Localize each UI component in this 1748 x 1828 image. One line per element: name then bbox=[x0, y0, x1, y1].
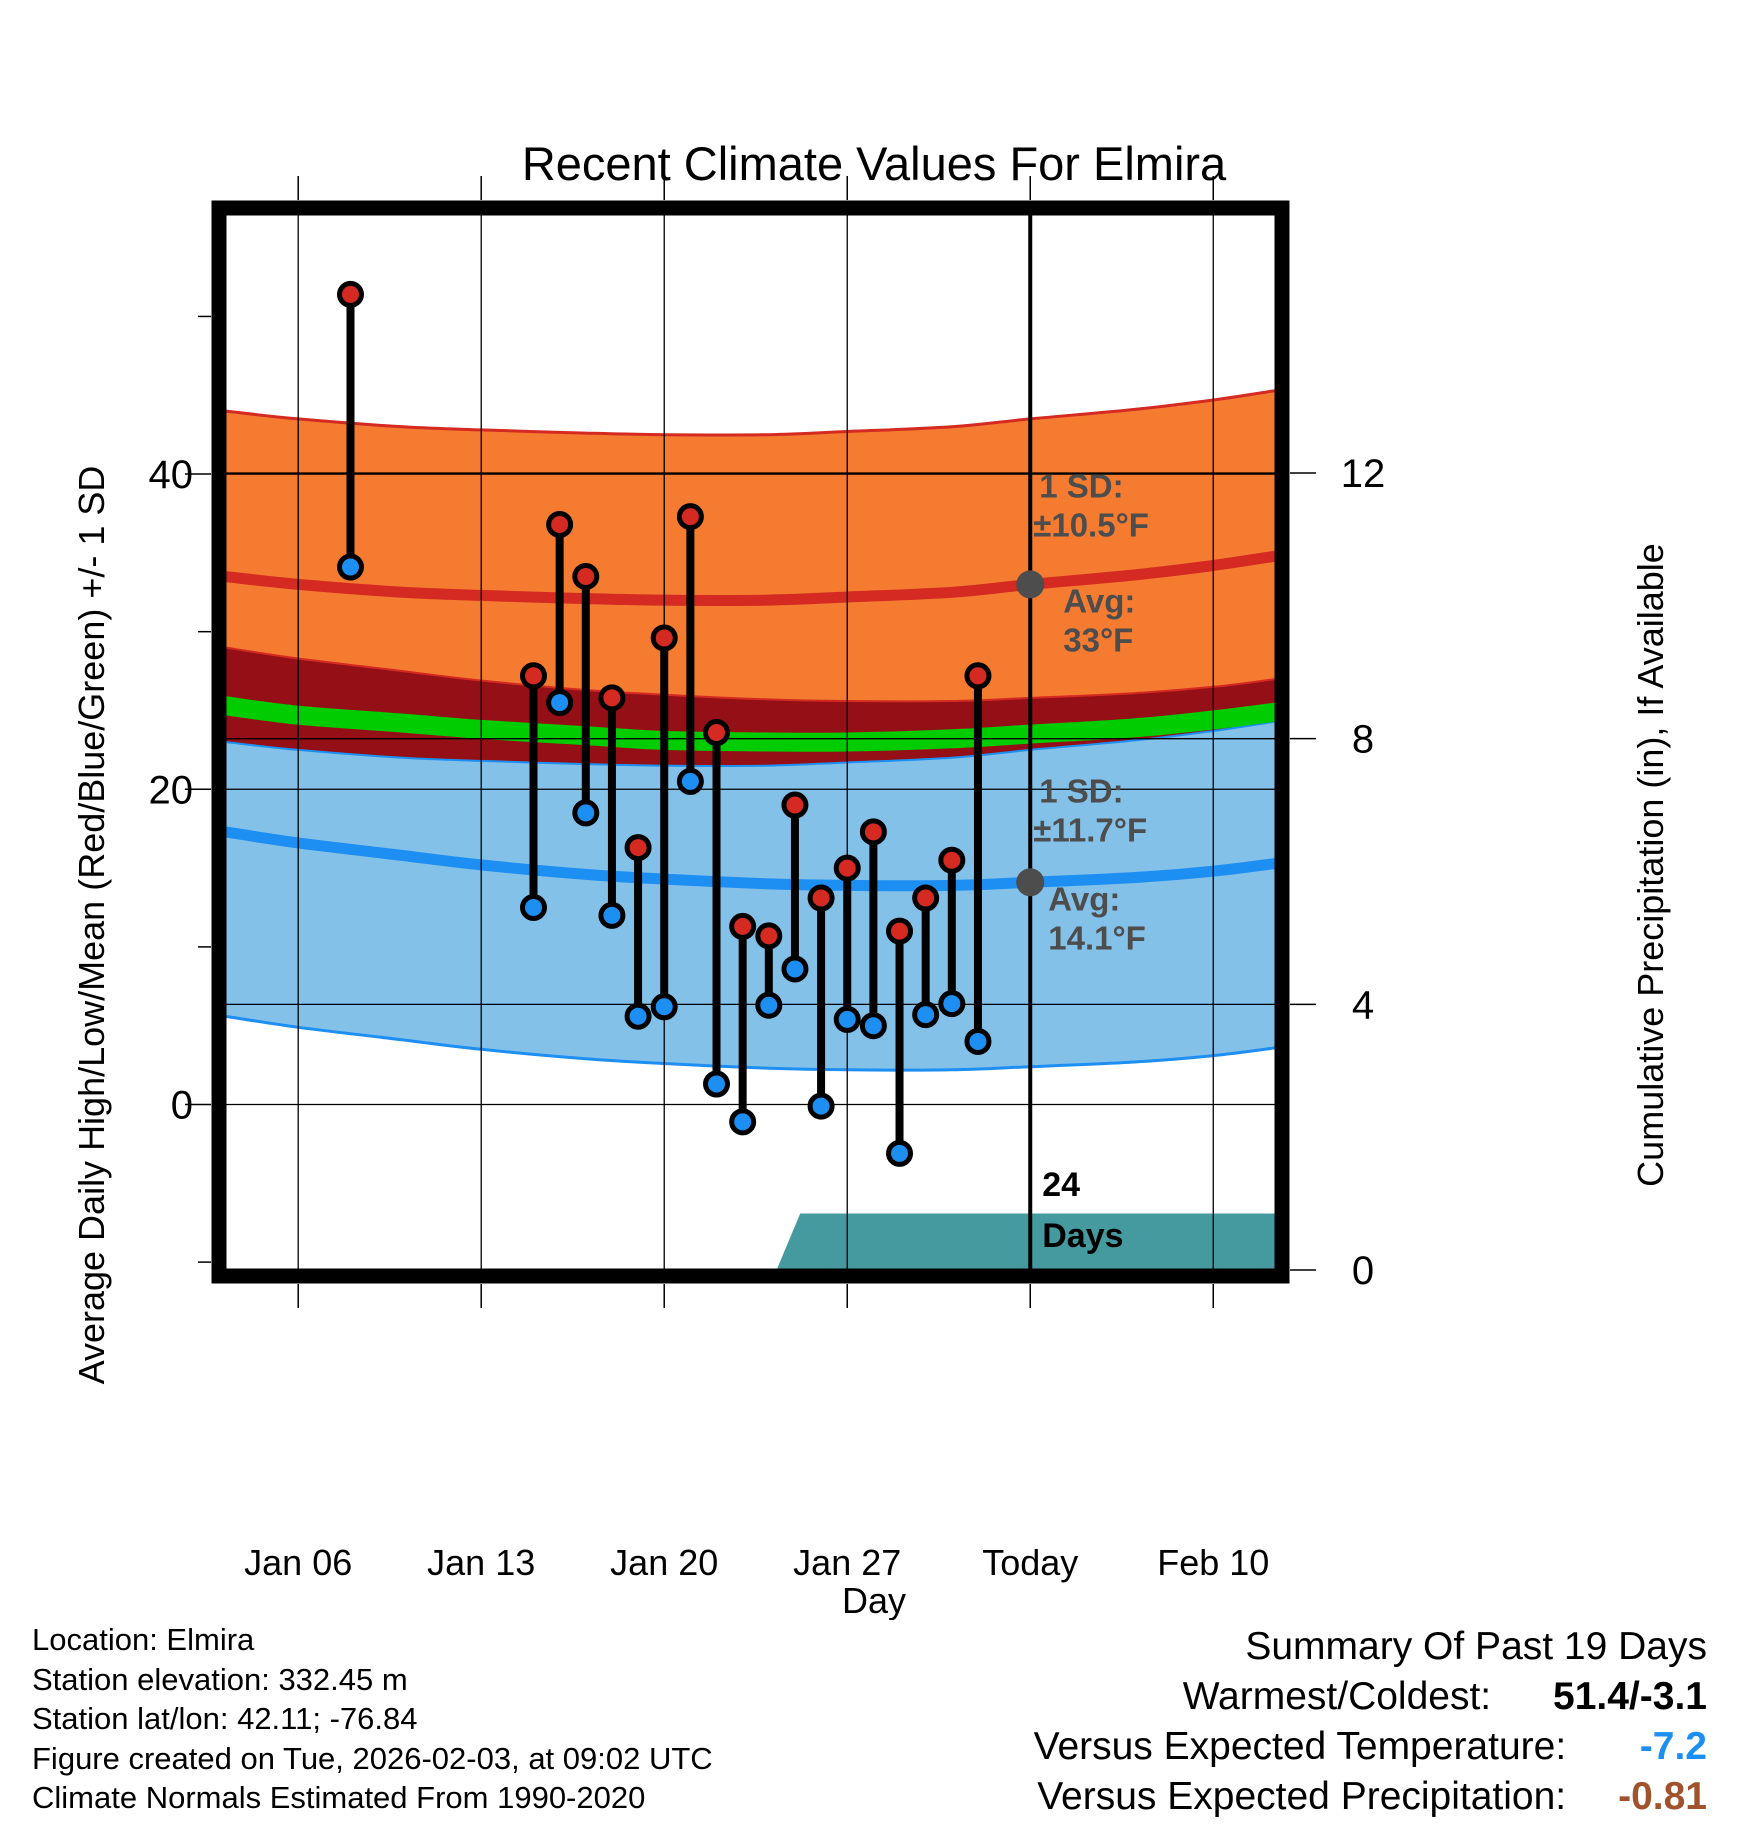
high-temp-point bbox=[598, 684, 626, 712]
high-temp-point bbox=[520, 662, 548, 690]
high-temp-point bbox=[964, 662, 992, 690]
high-sd-upper-edge bbox=[225, 389, 1276, 437]
latlon-text: Station lat/lon: 42.11; -76.84 bbox=[32, 1701, 418, 1736]
precip-days-word: Days bbox=[1042, 1217, 1123, 1255]
high-normal-marker bbox=[1016, 570, 1045, 599]
low-mean-line bbox=[225, 826, 1276, 892]
high-temp-point bbox=[624, 834, 652, 862]
x-tick-label: Jan 13 bbox=[427, 1542, 535, 1583]
high-temp-point bbox=[886, 917, 914, 945]
high-temp-point bbox=[572, 563, 600, 591]
x-tick-label: Jan 27 bbox=[793, 1542, 901, 1583]
precip-days-number: 24 bbox=[1042, 1166, 1080, 1204]
summary-precip: Versus Expected Precipitation: -0.81 bbox=[1034, 1772, 1707, 1822]
low-temp-point bbox=[729, 1108, 757, 1136]
station-info: Location: Elmira Station elevation: 332.… bbox=[32, 1620, 713, 1818]
low-temp-point bbox=[650, 993, 678, 1021]
avg-mean-line bbox=[225, 696, 1276, 752]
x-axis-label: Day bbox=[842, 1580, 906, 1620]
high-mean-line bbox=[225, 550, 1276, 606]
y-tick-label: 40 bbox=[149, 453, 194, 497]
y-tick-label: 0 bbox=[171, 1084, 193, 1128]
high-temp-point bbox=[729, 912, 757, 940]
high-sd-band bbox=[225, 390, 1276, 766]
plot-inner bbox=[225, 214, 1276, 1270]
high-temp-point bbox=[676, 503, 704, 531]
precip-value: -0.81 bbox=[1618, 1775, 1707, 1818]
created-text: Figure created on Tue, 2026-02-03, at 09… bbox=[32, 1740, 713, 1776]
high-temp-point bbox=[336, 280, 364, 308]
chart-title: Recent Climate Values For Elmira bbox=[522, 137, 1227, 190]
low-avg-label: Avg: bbox=[1048, 880, 1120, 917]
precip-label: Versus Expected Precipitation: bbox=[1037, 1775, 1567, 1818]
precip-area bbox=[776, 1213, 1276, 1270]
plot-frame bbox=[211, 200, 1290, 1284]
temp-label: Versus Expected Temperature: bbox=[1033, 1725, 1567, 1768]
high-temp-point bbox=[912, 884, 940, 912]
low-temp-point bbox=[624, 1002, 652, 1030]
location-text: Location: Elmira bbox=[32, 1622, 255, 1657]
climate-chart: Recent Climate Values For Elmira 1 SD:±1… bbox=[71, 137, 1671, 1620]
elevation-text: Station elevation: 332.45 m bbox=[32, 1661, 408, 1697]
y2-tick-label: 0 bbox=[1352, 1249, 1374, 1293]
low-temp-point bbox=[859, 1012, 887, 1040]
high-temp-point bbox=[859, 818, 887, 846]
low-sd-upper-edge bbox=[225, 646, 1276, 703]
high-temp-point bbox=[650, 624, 678, 652]
summary-panel: Summary Of Past 19 Days Warmest/Coldest:… bbox=[1034, 1622, 1707, 1822]
low-avg-value: 14.1°F bbox=[1048, 919, 1146, 956]
low-temp-point bbox=[572, 799, 600, 827]
low-temp-point bbox=[833, 1005, 861, 1033]
normals-text: Climate Normals Estimated From 1990-2020 bbox=[32, 1780, 646, 1815]
low-temp-point bbox=[520, 893, 548, 921]
low-sd-value: ±11.7°F bbox=[1033, 811, 1147, 848]
low-temp-point bbox=[886, 1139, 914, 1167]
low-temp-point bbox=[676, 767, 704, 795]
y-tick-label: 20 bbox=[149, 768, 194, 812]
low-temp-point bbox=[546, 689, 574, 717]
high-avg-label: Avg: bbox=[1063, 582, 1135, 619]
y2-tick-label: 4 bbox=[1352, 983, 1374, 1027]
low-temp-point bbox=[807, 1092, 835, 1120]
high-temp-point bbox=[781, 791, 809, 819]
high-sd-lower-edge bbox=[225, 720, 1276, 767]
low-temp-point bbox=[703, 1070, 731, 1098]
high-sd-label: 1 SD: bbox=[1039, 467, 1123, 504]
x-tick-label: Jan 20 bbox=[610, 1542, 718, 1583]
low-temp-point bbox=[336, 553, 364, 581]
low-temp-point bbox=[755, 991, 783, 1019]
high-avg-value: 33°F bbox=[1063, 621, 1133, 658]
high-sd-value: ±10.5°F bbox=[1033, 506, 1149, 543]
summary-temp: Versus Expected Temperature: -7.2 bbox=[1034, 1722, 1707, 1772]
low-sd-lower-edge bbox=[225, 1014, 1276, 1072]
summary-warm-cold: Warmest/Coldest: 51.4/-3.1 bbox=[1034, 1672, 1707, 1722]
high-temp-point bbox=[938, 846, 966, 874]
low-normal-marker bbox=[1016, 868, 1045, 897]
temp-value: -7.2 bbox=[1639, 1725, 1707, 1768]
high-temp-point bbox=[755, 922, 783, 950]
low-temp-point bbox=[964, 1027, 992, 1055]
high-temp-point bbox=[807, 884, 835, 912]
warm-cold-value: 51.4/-3.1 bbox=[1553, 1675, 1707, 1718]
low-temp-point bbox=[912, 1001, 940, 1029]
warm-cold-label: Warmest/Coldest: bbox=[1182, 1675, 1492, 1718]
x-tick-label: Jan 06 bbox=[244, 1542, 352, 1583]
x-tick-label: Today bbox=[982, 1542, 1078, 1583]
y2-tick-label: 8 bbox=[1352, 718, 1374, 762]
y2-tick-label: 12 bbox=[1341, 452, 1386, 496]
low-temp-point bbox=[598, 901, 626, 929]
low-sd-label: 1 SD: bbox=[1039, 772, 1123, 809]
high-temp-point bbox=[546, 510, 574, 538]
low-temp-point bbox=[781, 955, 809, 983]
high-temp-point bbox=[833, 854, 861, 882]
y-axis-label: Average Daily High/Low/Mean (Red/Blue/Gr… bbox=[71, 466, 112, 1385]
low-temp-point bbox=[938, 990, 966, 1018]
x-tick-label: Feb 10 bbox=[1157, 1542, 1269, 1583]
y2-axis-label: Cumulative Precipitation (in), If Availa… bbox=[1630, 543, 1671, 1187]
high-temp-point bbox=[703, 719, 731, 747]
summary-title: Summary Of Past 19 Days bbox=[1245, 1625, 1707, 1668]
